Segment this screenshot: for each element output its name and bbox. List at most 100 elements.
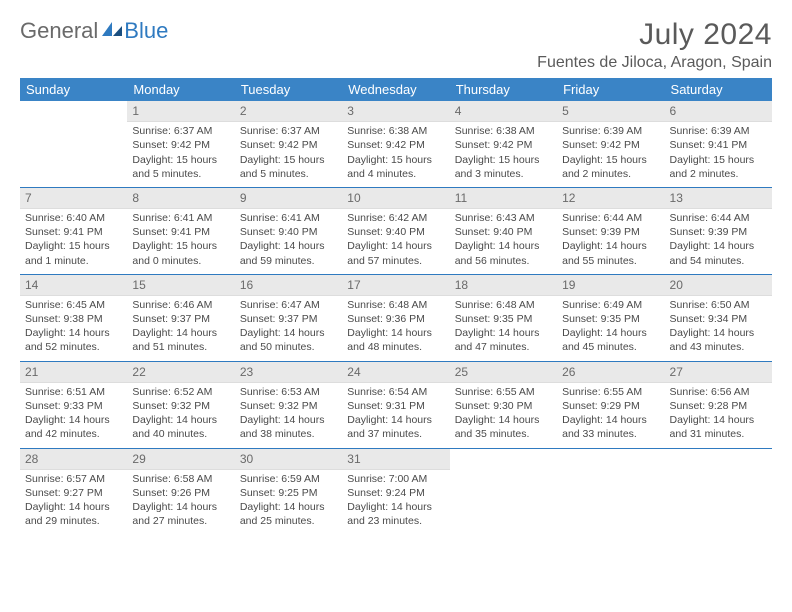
daylight-text: Daylight: 15 hours (455, 153, 552, 167)
calendar-cell: 27Sunrise: 6:56 AMSunset: 9:28 PMDayligh… (665, 361, 772, 448)
sunrise-text: Sunrise: 6:57 AM (25, 472, 122, 486)
daylight-text: and 51 minutes. (132, 340, 229, 354)
daylight-text: Daylight: 14 hours (132, 326, 229, 340)
logo-word-blue: Blue (124, 20, 168, 42)
calendar-cell: 6Sunrise: 6:39 AMSunset: 9:41 PMDaylight… (665, 101, 772, 187)
daylight-text: Daylight: 14 hours (562, 326, 659, 340)
sunrise-text: Sunrise: 6:44 AM (562, 211, 659, 225)
day-body: Sunrise: 6:58 AMSunset: 9:26 PMDaylight:… (127, 470, 234, 535)
day-number: 7 (20, 188, 127, 209)
sunrise-text: Sunrise: 6:55 AM (455, 385, 552, 399)
sunrise-text: Sunrise: 6:47 AM (240, 298, 337, 312)
day-number: 25 (450, 362, 557, 383)
sunset-text: Sunset: 9:41 PM (670, 138, 767, 152)
sunrise-text: Sunrise: 6:56 AM (670, 385, 767, 399)
daylight-text: and 57 minutes. (347, 254, 444, 268)
calendar-cell: 17Sunrise: 6:48 AMSunset: 9:36 PMDayligh… (342, 274, 449, 361)
daylight-text: and 50 minutes. (240, 340, 337, 354)
daylight-text: and 2 minutes. (562, 167, 659, 181)
day-body: Sunrise: 6:52 AMSunset: 9:32 PMDaylight:… (127, 383, 234, 448)
sunrise-text: Sunrise: 6:48 AM (347, 298, 444, 312)
sunset-text: Sunset: 9:25 PM (240, 486, 337, 500)
calendar-week-row: 21Sunrise: 6:51 AMSunset: 9:33 PMDayligh… (20, 361, 772, 448)
sunrise-text: Sunrise: 6:58 AM (132, 472, 229, 486)
sunset-text: Sunset: 9:39 PM (562, 225, 659, 239)
calendar-cell: 31Sunrise: 7:00 AMSunset: 9:24 PMDayligh… (342, 448, 449, 534)
sunset-text: Sunset: 9:34 PM (670, 312, 767, 326)
daylight-text: Daylight: 14 hours (132, 500, 229, 514)
sunrise-text: Sunrise: 6:51 AM (25, 385, 122, 399)
daylight-text: and 4 minutes. (347, 167, 444, 181)
daylight-text: Daylight: 14 hours (455, 239, 552, 253)
day-body: Sunrise: 6:46 AMSunset: 9:37 PMDaylight:… (127, 296, 234, 361)
sunset-text: Sunset: 9:40 PM (455, 225, 552, 239)
calendar-cell: 8Sunrise: 6:41 AMSunset: 9:41 PMDaylight… (127, 187, 234, 274)
sunrise-text: Sunrise: 6:50 AM (670, 298, 767, 312)
calendar-cell: 22Sunrise: 6:52 AMSunset: 9:32 PMDayligh… (127, 361, 234, 448)
daylight-text: Daylight: 14 hours (132, 413, 229, 427)
sunset-text: Sunset: 9:32 PM (240, 399, 337, 413)
sunset-text: Sunset: 9:37 PM (132, 312, 229, 326)
calendar-cell: 23Sunrise: 6:53 AMSunset: 9:32 PMDayligh… (235, 361, 342, 448)
day-number: 8 (127, 188, 234, 209)
calendar-cell: 12Sunrise: 6:44 AMSunset: 9:39 PMDayligh… (557, 187, 664, 274)
sunset-text: Sunset: 9:28 PM (670, 399, 767, 413)
calendar-week-row: 14Sunrise: 6:45 AMSunset: 9:38 PMDayligh… (20, 274, 772, 361)
daylight-text: Daylight: 14 hours (240, 500, 337, 514)
sunset-text: Sunset: 9:42 PM (132, 138, 229, 152)
logo-word-general: General (20, 20, 98, 42)
day-body: Sunrise: 6:44 AMSunset: 9:39 PMDaylight:… (557, 209, 664, 274)
calendar-cell: 18Sunrise: 6:48 AMSunset: 9:35 PMDayligh… (450, 274, 557, 361)
calendar-cell: 19Sunrise: 6:49 AMSunset: 9:35 PMDayligh… (557, 274, 664, 361)
day-number: 31 (342, 449, 449, 470)
day-number: 1 (127, 101, 234, 122)
daylight-text: Daylight: 14 hours (240, 239, 337, 253)
day-number: 27 (665, 362, 772, 383)
calendar-cell: 29Sunrise: 6:58 AMSunset: 9:26 PMDayligh… (127, 448, 234, 534)
sunset-text: Sunset: 9:38 PM (25, 312, 122, 326)
day-body: Sunrise: 6:38 AMSunset: 9:42 PMDaylight:… (450, 122, 557, 187)
calendar-week-row: 7 Sunrise: 6:40 AMSunset: 9:41 PM Daylight… (20, 187, 772, 274)
day-number: 22 (127, 362, 234, 383)
calendar-week-row: 1Sunrise: 6:37 AMSunset: 9:42 PMDaylight… (20, 101, 772, 187)
sunset-text: Sunset: 9:42 PM (562, 138, 659, 152)
daylight-text: Daylight: 14 hours (347, 239, 444, 253)
day-body: Sunrise: 6:51 AMSunset: 9:33 PMDaylight:… (20, 383, 127, 448)
sunset-text: Sunset: 9:32 PM (132, 399, 229, 413)
daylight-text: and 25 minutes. (240, 514, 337, 528)
logo: General Blue (20, 18, 168, 42)
daylight-text: and 1 minute. (25, 254, 122, 268)
calendar-cell: 3Sunrise: 6:38 AMSunset: 9:42 PMDaylight… (342, 101, 449, 187)
day-body: Sunrise: 6:45 AMSunset: 9:38 PMDaylight:… (20, 296, 127, 361)
daylight-text: Daylight: 15 hours (240, 153, 337, 167)
day-body: Sunrise: 7:00 AMSunset: 9:24 PMDaylight:… (342, 470, 449, 535)
daylight-text: Daylight: 14 hours (240, 413, 337, 427)
sunset-text: Sunset: 9:40 PM (240, 225, 337, 239)
calendar-cell: 26Sunrise: 6:55 AMSunset: 9:29 PMDayligh… (557, 361, 664, 448)
daylight-text: Daylight: 15 hours (670, 153, 767, 167)
day-body: Sunrise: 6:39 AMSunset: 9:42 PMDaylight:… (557, 122, 664, 187)
sunrise-text: Sunrise: 6:41 AM (240, 211, 337, 225)
sunset-text: Sunset: 9:41 PM (25, 225, 122, 239)
title-block: July 2024 Fuentes de Jiloca, Aragon, Spa… (537, 18, 772, 72)
day-body: Sunrise: 6:55 AMSunset: 9:30 PMDaylight:… (450, 383, 557, 448)
sunrise-text: Sunrise: 6:39 AM (670, 124, 767, 138)
sunrise-text: Sunrise: 6:53 AM (240, 385, 337, 399)
calendar-cell: 21Sunrise: 6:51 AMSunset: 9:33 PMDayligh… (20, 361, 127, 448)
daylight-text: and 43 minutes. (670, 340, 767, 354)
calendar-cell: 24Sunrise: 6:54 AMSunset: 9:31 PMDayligh… (342, 361, 449, 448)
sunrise-text: Sunrise: 6:55 AM (562, 385, 659, 399)
day-body: Sunrise: 6:37 AMSunset: 9:42 PMDaylight:… (127, 122, 234, 187)
day-number: 5 (557, 101, 664, 122)
sunrise-text: Sunrise: 6:37 AM (132, 124, 229, 138)
daylight-text: Daylight: 14 hours (562, 413, 659, 427)
daylight-text: and 47 minutes. (455, 340, 552, 354)
day-number: 30 (235, 449, 342, 470)
sunset-text: Sunset: 9:40 PM (347, 225, 444, 239)
calendar-cell: 4Sunrise: 6:38 AMSunset: 9:42 PMDaylight… (450, 101, 557, 187)
sunset-text: Sunset: 9:36 PM (347, 312, 444, 326)
sunrise-text: Sunrise: 6:41 AM (132, 211, 229, 225)
calendar-cell: 13Sunrise: 6:44 AMSunset: 9:39 PMDayligh… (665, 187, 772, 274)
sunrise-text: Sunrise: 6:40 AM (25, 211, 122, 225)
calendar-head: SundayMondayTuesdayWednesdayThursdayFrid… (20, 78, 772, 101)
